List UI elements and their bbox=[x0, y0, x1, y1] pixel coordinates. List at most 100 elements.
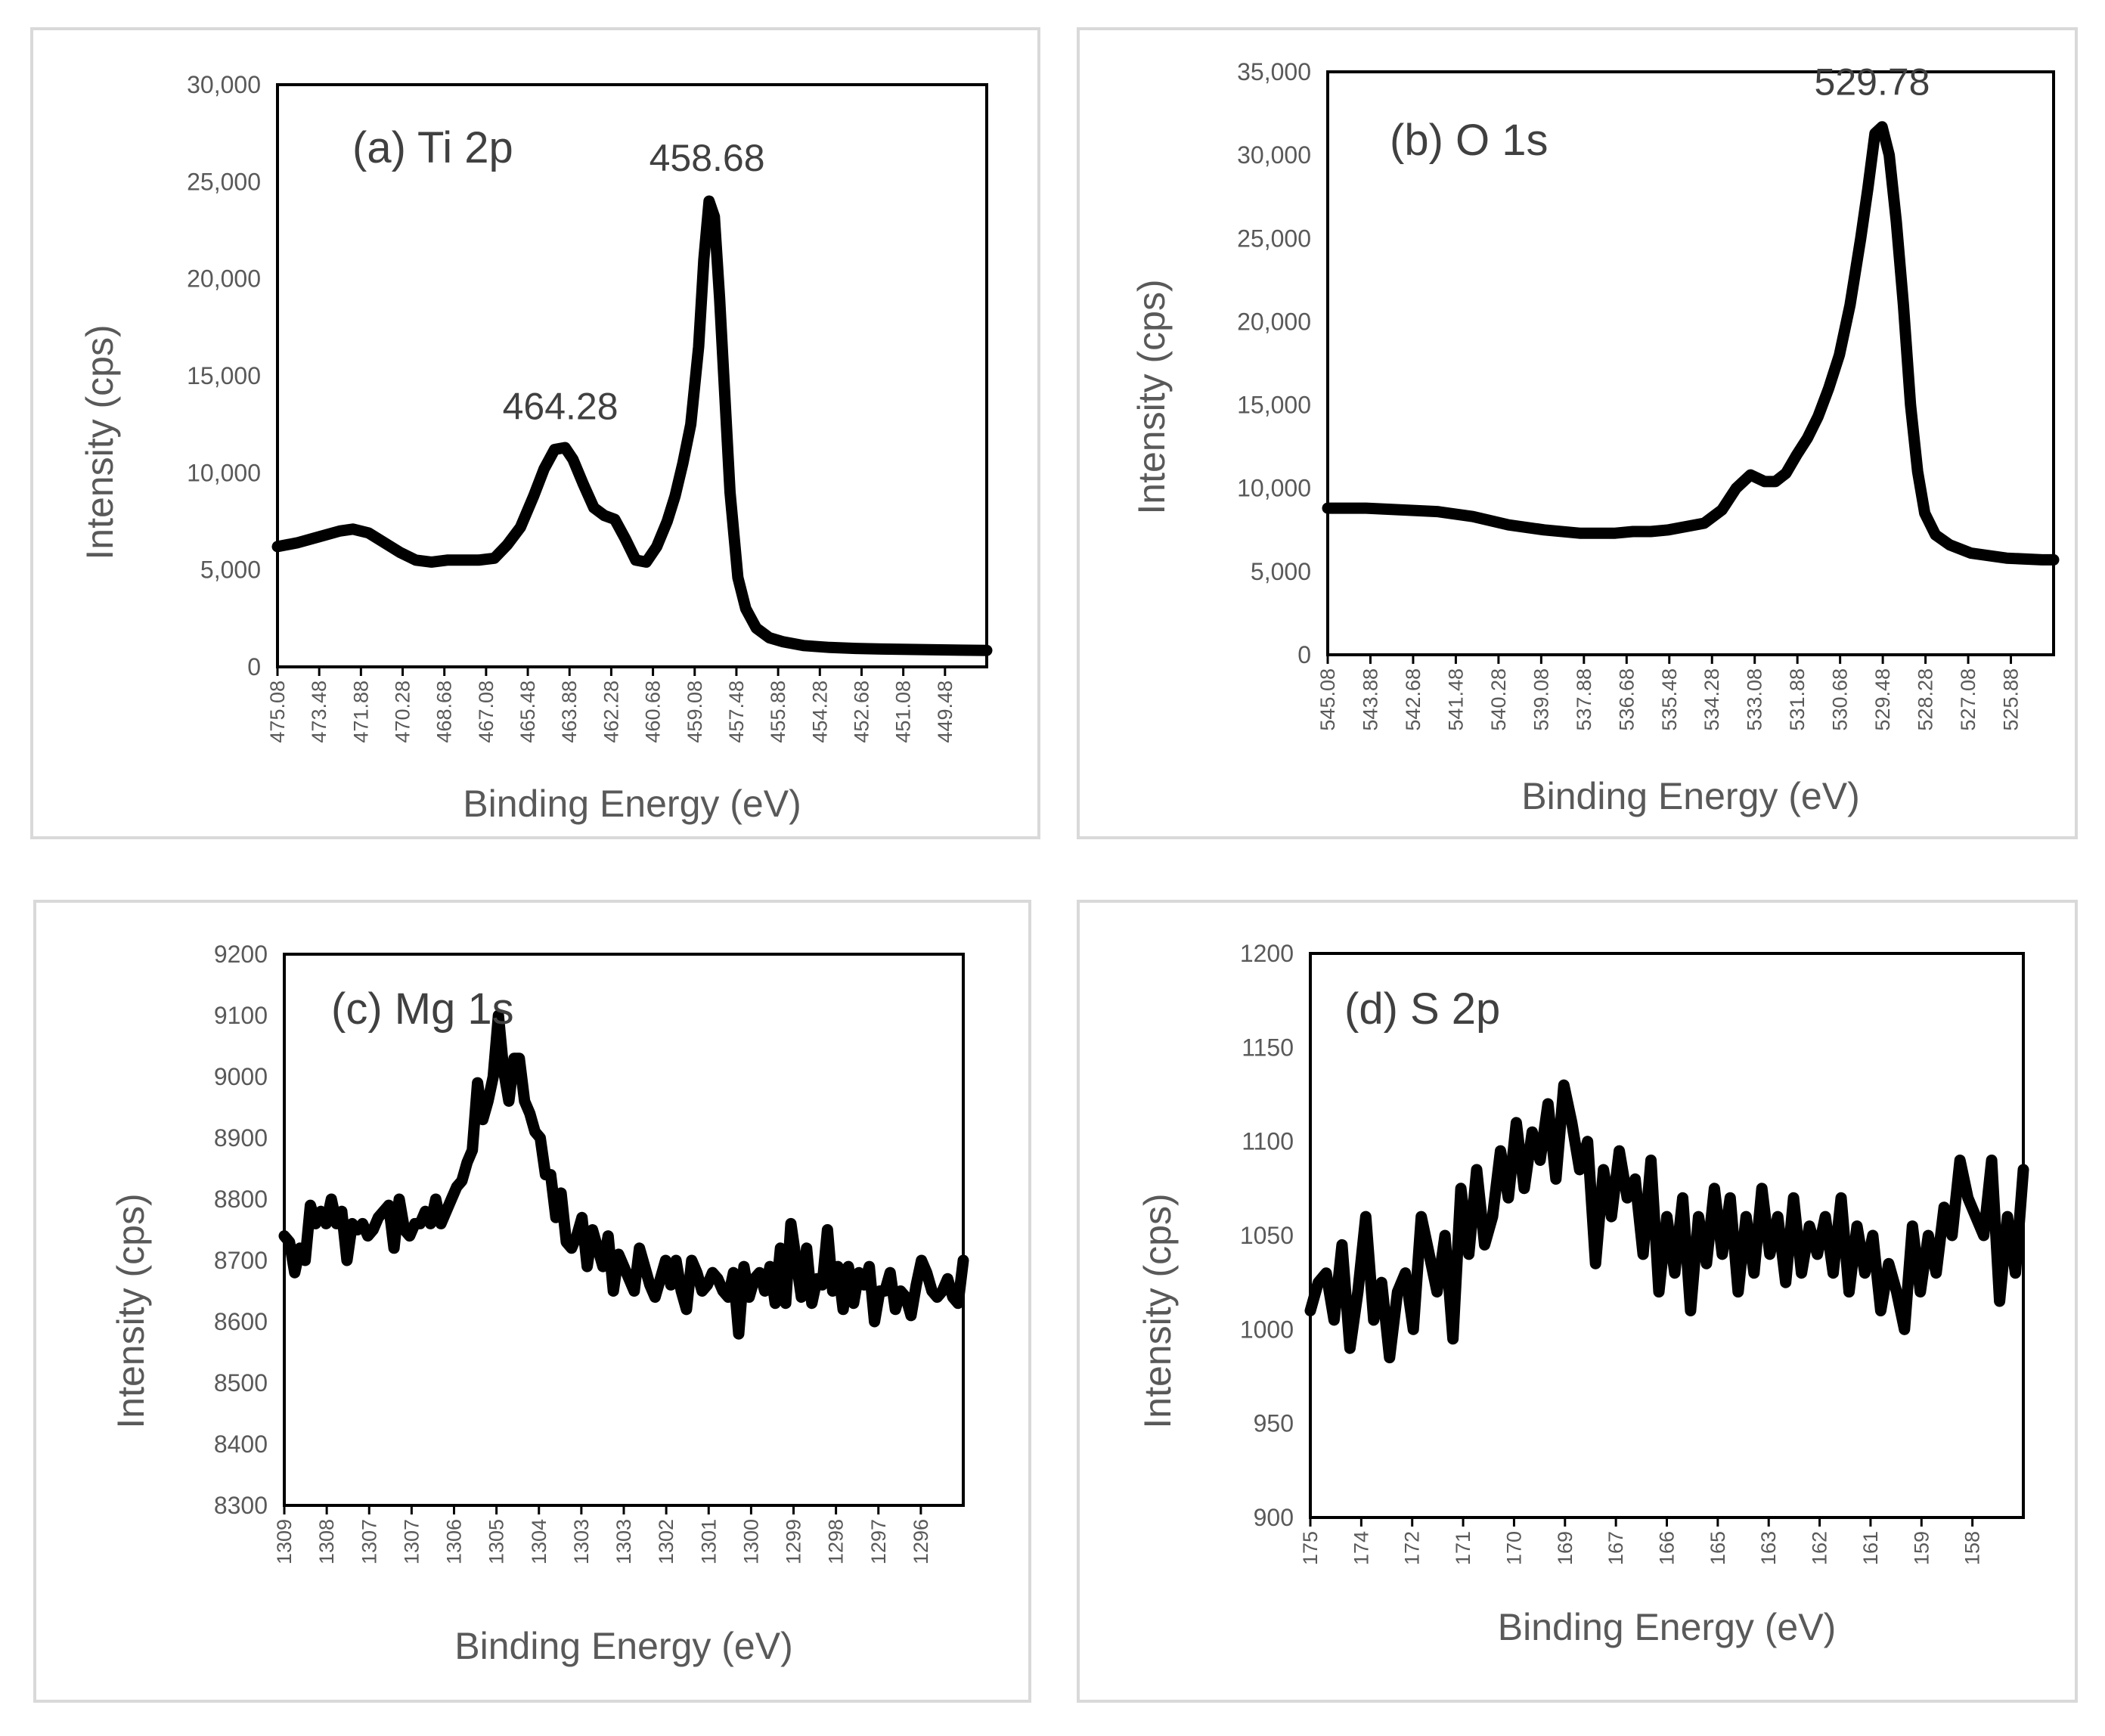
x-tick-label: 535.48 bbox=[1658, 668, 1681, 731]
series-line bbox=[1322, 121, 2060, 566]
chart-a-svg: 0 5,000 10,000 15,000 20,000 25,000 30,000 475.… bbox=[79, 71, 993, 825]
x-tick-label: 159 bbox=[1910, 1531, 1933, 1565]
x-axis-title: Binding Energy (eV) bbox=[454, 1625, 792, 1667]
x-tick-label: 1302 bbox=[655, 1519, 677, 1564]
plot-area-frame bbox=[1326, 70, 2055, 656]
x-tick-label: 452.68 bbox=[850, 680, 873, 743]
x-tick-label: 449.48 bbox=[934, 680, 956, 743]
x-tick-label: 161 bbox=[1859, 1531, 1882, 1565]
x-tick-label: 162 bbox=[1809, 1531, 1831, 1565]
y-axis-title: Intensity (cps) bbox=[1130, 279, 1173, 514]
x-tick-label: 533.08 bbox=[1744, 668, 1766, 731]
x-tick-label: 537.88 bbox=[1573, 668, 1595, 731]
panel-title: (d) S 2p bbox=[1344, 984, 1500, 1034]
y-tick-label: 5,000 bbox=[1251, 558, 1311, 585]
x-axis-title: Binding Energy (eV) bbox=[1498, 1606, 1836, 1648]
y-tick-label: 30,000 bbox=[1237, 141, 1311, 169]
y-tick-label: 9200 bbox=[214, 941, 268, 968]
y-tick-label: 25,000 bbox=[1237, 225, 1311, 252]
peak-annotation: 458.68 bbox=[649, 137, 765, 179]
x-tick-label: 171 bbox=[1452, 1531, 1474, 1565]
peak-annotation: 464.28 bbox=[503, 386, 618, 428]
panel-a-ti-2p: 0 5,000 10,000 15,000 20,000 25,000 30,000 475.… bbox=[30, 27, 1040, 839]
y-tick-label: 1150 bbox=[1242, 1034, 1294, 1061]
panel-title: (a) Ti 2p bbox=[352, 123, 513, 172]
panel-d-s-2p: 900 950 1000 1050 1100 1150 1200 175 174 172 171 17… bbox=[1077, 900, 2078, 1703]
y-tick-label: 8300 bbox=[214, 1492, 268, 1519]
x-tick-label: 1306 bbox=[443, 1519, 466, 1564]
y-tick-label: 900 bbox=[1254, 1504, 1294, 1531]
x-tick-label: 163 bbox=[1757, 1531, 1780, 1565]
x-tick-label: 528.28 bbox=[1914, 668, 1937, 731]
y-axis-title: Intensity (cps) bbox=[1136, 1193, 1179, 1428]
x-tick-label: 534.28 bbox=[1700, 668, 1723, 731]
x-tick-label: 540.28 bbox=[1487, 668, 1510, 731]
y-tick-label: 1200 bbox=[1240, 940, 1294, 967]
x-tick-label: 1307 bbox=[400, 1519, 423, 1564]
x-tick-label: 542.68 bbox=[1402, 668, 1425, 731]
x-tick-label: 1296 bbox=[910, 1519, 932, 1564]
series-line bbox=[278, 1009, 969, 1340]
y-tick-label: 8700 bbox=[214, 1247, 268, 1274]
x-tick-label: 1308 bbox=[315, 1519, 338, 1564]
y-tick-label: 5,000 bbox=[200, 556, 261, 584]
x-tick-label: 463.88 bbox=[558, 680, 581, 743]
y-tick-label: 0 bbox=[247, 653, 261, 680]
chart-b-svg: 0 5,000 10,000 15,000 20,000 25,000 30,000 35,0… bbox=[1130, 58, 2060, 817]
x-tick-label: 531.88 bbox=[1786, 668, 1809, 731]
x-tick-label: 1298 bbox=[825, 1519, 848, 1564]
y-tick-label: 1000 bbox=[1240, 1316, 1294, 1343]
x-tick-label: 468.68 bbox=[433, 680, 456, 743]
y-tick-label: 9100 bbox=[214, 1002, 268, 1029]
x-tick-label: 166 bbox=[1656, 1531, 1679, 1565]
peak-annotation: 529.78 bbox=[1815, 60, 1930, 103]
x-tick-label: 158 bbox=[1961, 1531, 1984, 1565]
series-line bbox=[271, 195, 993, 656]
y-tick-label: 8900 bbox=[214, 1124, 268, 1152]
x-tick-label: 460.68 bbox=[642, 680, 665, 743]
x-axis-title: Binding Energy (eV) bbox=[463, 783, 801, 825]
y-tick-label: 8800 bbox=[214, 1186, 268, 1213]
y-tick-label: 8600 bbox=[214, 1308, 268, 1335]
y-tick-label: 8400 bbox=[214, 1431, 268, 1458]
y-tick-label: 15,000 bbox=[187, 362, 261, 389]
x-tick-label: 1301 bbox=[697, 1519, 720, 1564]
x-tick-label: 470.28 bbox=[392, 680, 414, 743]
x-tick-label: 457.48 bbox=[725, 680, 748, 743]
panel-title: (c) Mg 1s bbox=[331, 984, 514, 1034]
y-tick-label: 1050 bbox=[1240, 1222, 1294, 1249]
x-tick-label: 1305 bbox=[485, 1519, 508, 1564]
x-tick-label: 451.08 bbox=[892, 680, 915, 743]
x-tick-label: 465.48 bbox=[516, 680, 539, 743]
y-tick-label: 20,000 bbox=[1237, 308, 1311, 335]
y-tick-label: 30,000 bbox=[187, 71, 261, 98]
y-axis-title: Intensity (cps) bbox=[110, 1193, 152, 1428]
x-tick-label: 167 bbox=[1604, 1531, 1627, 1565]
y-tick-label: 25,000 bbox=[187, 168, 261, 195]
x-tick-label: 529.48 bbox=[1871, 668, 1894, 731]
y-tick-label: 15,000 bbox=[1237, 392, 1311, 419]
x-tick-label: 174 bbox=[1350, 1531, 1372, 1565]
x-tick-label: 527.08 bbox=[1957, 668, 1979, 731]
y-tick-label: 35,000 bbox=[1237, 58, 1311, 85]
x-tick-label: 1309 bbox=[273, 1519, 296, 1564]
x-tick-label: 539.08 bbox=[1530, 668, 1552, 731]
x-tick-label: 1303 bbox=[612, 1519, 635, 1564]
x-tick-label: 541.48 bbox=[1444, 668, 1467, 731]
y-tick-label: 8500 bbox=[214, 1369, 268, 1397]
panel-c-mg-1s: 8300 8400 8500 8600 8700 8800 8900 9000 9100 9200… bbox=[33, 900, 1031, 1703]
x-tick-label: 1303 bbox=[570, 1519, 593, 1564]
y-tick-label: 20,000 bbox=[187, 265, 261, 293]
x-tick-label: 1297 bbox=[867, 1519, 890, 1564]
x-tick-label: 459.08 bbox=[684, 680, 706, 743]
panel-title: (b) O 1s bbox=[1390, 116, 1549, 165]
x-tick-label: 467.08 bbox=[475, 680, 498, 743]
x-tick-label: 454.28 bbox=[808, 680, 831, 743]
x-tick-label: 530.68 bbox=[1829, 668, 1852, 731]
y-tick-label: 950 bbox=[1254, 1410, 1294, 1437]
x-tick-label: 1299 bbox=[783, 1519, 805, 1564]
x-tick-label: 455.88 bbox=[767, 680, 789, 743]
x-tick-label: 545.08 bbox=[1316, 668, 1339, 731]
x-tick-label: 543.88 bbox=[1359, 668, 1381, 731]
x-tick-label: 462.28 bbox=[600, 680, 622, 743]
